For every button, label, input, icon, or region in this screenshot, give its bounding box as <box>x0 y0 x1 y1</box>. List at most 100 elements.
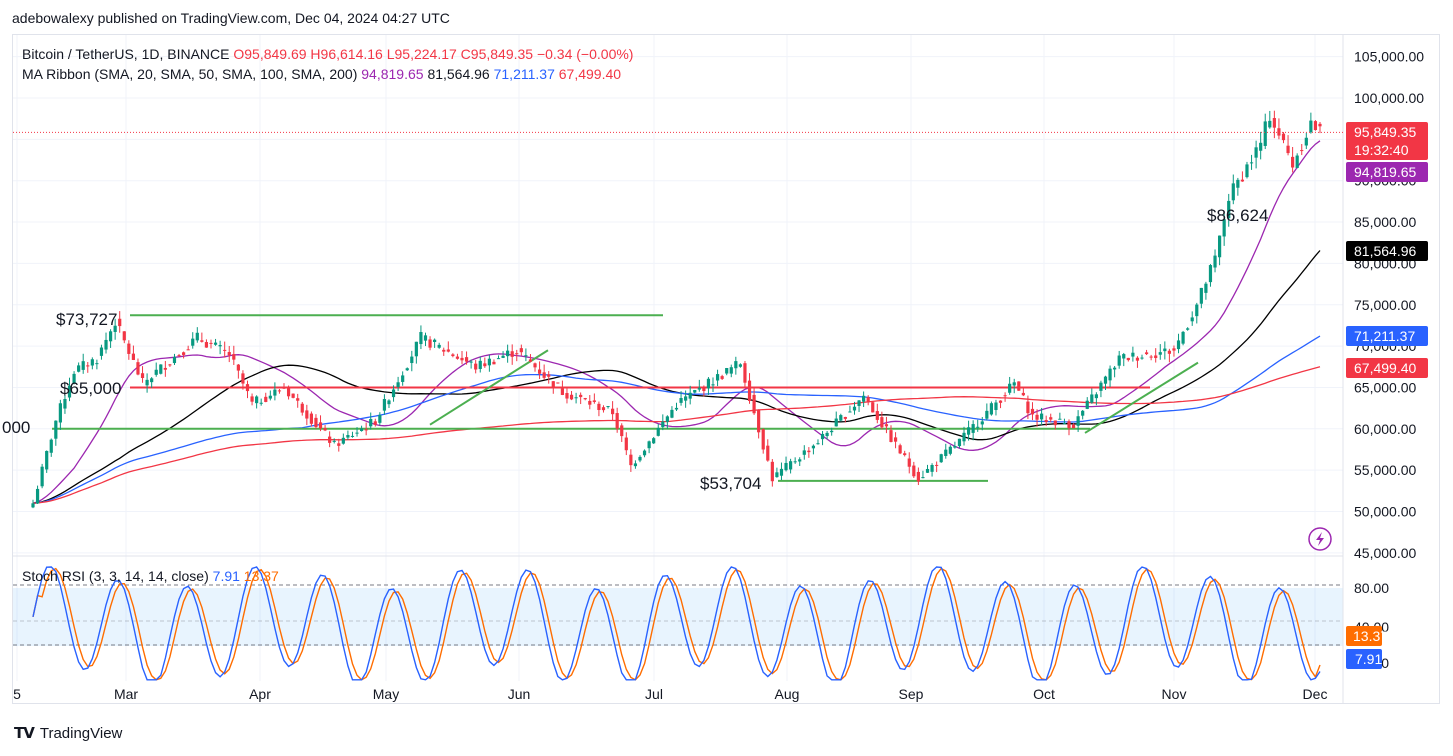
candle-body <box>204 342 209 348</box>
candle-body <box>670 409 674 418</box>
candle-body <box>1149 356 1153 358</box>
candle-body <box>775 472 779 478</box>
candle-body <box>519 348 523 353</box>
candle-body <box>460 357 464 361</box>
candle-body <box>478 360 482 369</box>
candle-body <box>1021 392 1025 396</box>
candle-body <box>369 419 373 427</box>
candle-body <box>1058 418 1062 420</box>
candle-body <box>104 339 108 350</box>
candle-body <box>1108 368 1112 381</box>
candle-body <box>989 403 994 415</box>
candle-body <box>72 373 76 384</box>
candle-body <box>674 407 679 410</box>
candle-body <box>483 363 487 367</box>
sma20-badge: 94,819.65 <box>1346 162 1428 182</box>
ma-value: 94,819.65 <box>361 66 427 82</box>
candle-body <box>948 446 952 454</box>
candle-body <box>738 364 742 367</box>
candle-body <box>300 403 304 413</box>
candle-body <box>63 399 67 409</box>
candle-body <box>255 396 259 404</box>
candle-body <box>1186 328 1190 330</box>
candle-body <box>770 461 774 482</box>
trendline-may <box>429 349 549 426</box>
lightning-icon[interactable] <box>1308 527 1332 551</box>
candle-body <box>391 389 396 398</box>
candle-body <box>172 356 177 364</box>
candle-body <box>1003 395 1007 397</box>
candle-body <box>1318 123 1322 127</box>
candle-body <box>629 454 633 466</box>
candle-body <box>551 381 555 388</box>
candle-body <box>848 411 852 413</box>
candle-body <box>980 421 984 425</box>
candle-body <box>227 352 231 356</box>
candle-body <box>688 392 692 399</box>
candle-body <box>588 400 592 405</box>
candle-body <box>912 465 916 477</box>
candle-body <box>305 410 309 419</box>
price-tick-label: 75,000.00 <box>1354 297 1416 313</box>
candle-body <box>168 364 172 366</box>
price-tick-label: 65,000.00 <box>1354 379 1416 395</box>
candle-body <box>642 450 647 456</box>
badge-bg <box>1346 162 1428 182</box>
candle-body <box>884 424 889 427</box>
candle-body <box>1113 367 1117 370</box>
candle-body <box>492 361 496 365</box>
candle-body <box>656 427 660 436</box>
candle-body <box>866 397 870 403</box>
candle-body <box>889 430 893 442</box>
candle-body <box>446 349 450 352</box>
candle-body <box>273 389 277 396</box>
candle-body <box>830 430 834 433</box>
candle-body <box>277 390 282 392</box>
candle-body <box>122 331 126 341</box>
candle-body <box>574 397 578 399</box>
candle-body <box>537 369 542 374</box>
candle-body <box>31 503 35 508</box>
candle-body <box>1204 283 1208 293</box>
candle-body <box>939 454 943 463</box>
candle-body <box>451 354 455 357</box>
candle-body <box>697 387 701 390</box>
ohlc-values: O95,849.69 H96,614.16 L95,224.17 C95,849… <box>233 46 633 62</box>
candle-body <box>953 446 957 448</box>
candle-body <box>291 393 295 398</box>
candle-body <box>820 433 825 440</box>
candle-body <box>1259 142 1263 151</box>
candle-body <box>684 396 688 401</box>
candle-body <box>647 441 651 449</box>
candle-body <box>232 354 236 360</box>
candle-body <box>1281 133 1286 141</box>
candle-body <box>1071 424 1076 429</box>
badge-bg <box>1346 326 1428 346</box>
badge-bg <box>1346 649 1382 669</box>
candle-body <box>1126 357 1130 361</box>
price-tick-label: 60,000.00 <box>1354 421 1416 437</box>
candle-body <box>140 373 145 379</box>
badge-text: 7.91 <box>1355 651 1382 667</box>
candle-body <box>469 361 473 363</box>
time-tick-label: 5 <box>13 686 21 702</box>
badge-text: 94,819.65 <box>1354 164 1416 180</box>
stoch-band <box>13 588 1343 646</box>
candle-body <box>615 413 619 429</box>
candle-body <box>966 427 971 435</box>
candle-body <box>423 335 428 341</box>
candle-body <box>725 367 729 374</box>
candle-body <box>1195 304 1199 317</box>
candle-body <box>1044 420 1048 423</box>
candle-body <box>1099 382 1103 391</box>
candle-body <box>1117 355 1121 366</box>
candle-body <box>58 403 62 423</box>
candle-body <box>779 468 784 476</box>
candle-body <box>998 400 1003 403</box>
candle-body <box>825 432 829 437</box>
badge-bg <box>1346 358 1428 378</box>
sma50-line <box>32 250 1321 504</box>
candle-body <box>811 445 816 449</box>
candle-body <box>1122 354 1126 359</box>
